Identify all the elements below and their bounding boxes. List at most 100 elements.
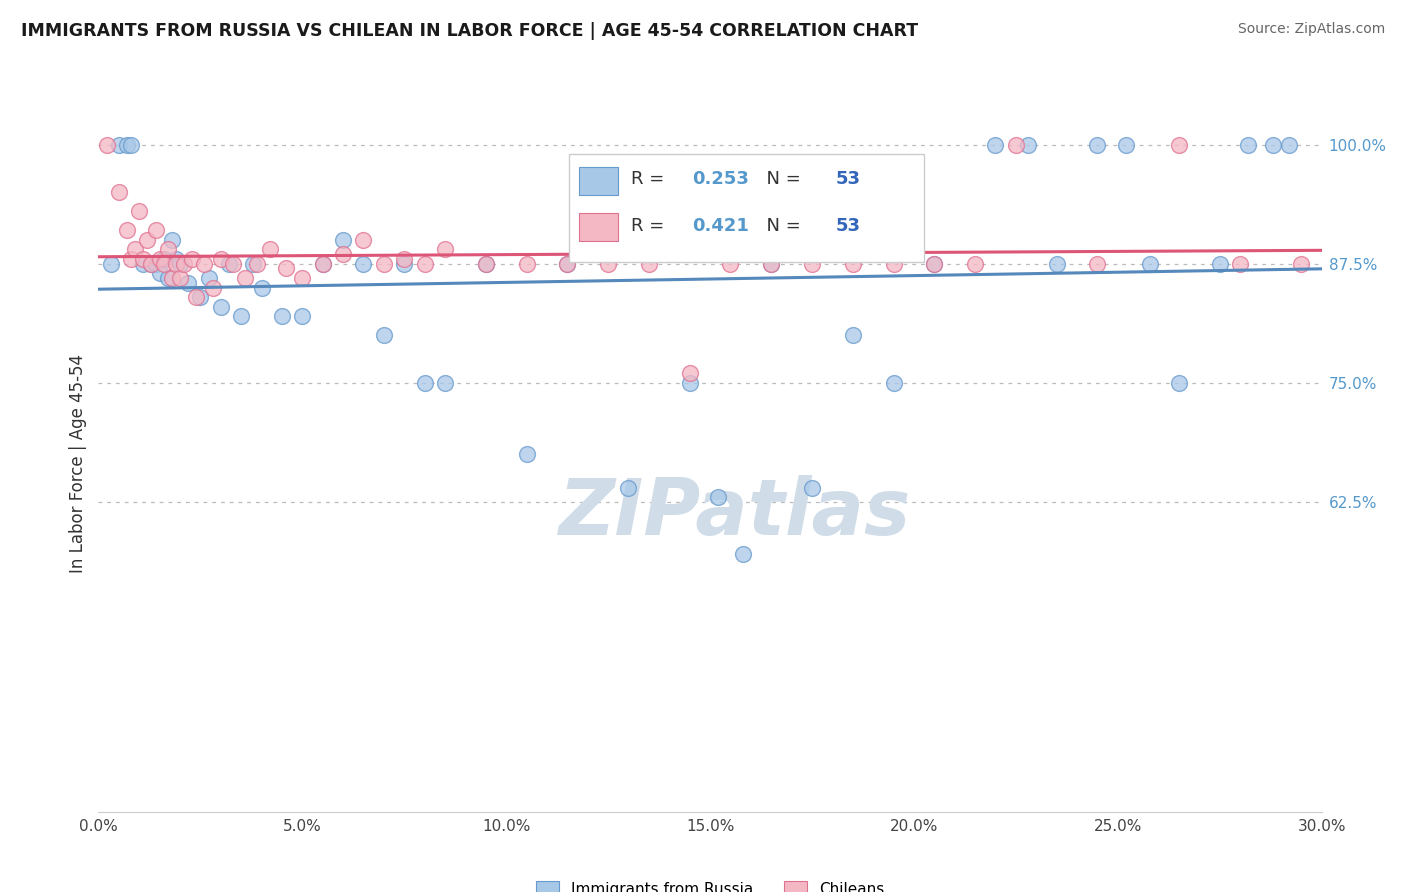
- Point: [173, 257, 195, 271]
- Point: [759, 257, 782, 271]
- Point: [392, 252, 416, 266]
- Point: [707, 490, 730, 504]
- Point: [679, 376, 702, 390]
- Point: [312, 257, 335, 271]
- Point: [617, 481, 640, 495]
- Point: [1017, 137, 1039, 152]
- Point: [201, 280, 224, 294]
- Point: [1139, 257, 1161, 271]
- Point: [149, 252, 172, 266]
- Point: [156, 271, 179, 285]
- Point: [474, 257, 498, 271]
- Point: [679, 366, 702, 380]
- Point: [922, 257, 945, 271]
- Point: [188, 290, 212, 304]
- Point: [474, 257, 498, 271]
- Point: [516, 257, 538, 271]
- Point: [1045, 257, 1069, 271]
- Point: [413, 257, 436, 271]
- Point: [557, 257, 579, 271]
- Point: [149, 266, 172, 280]
- Point: [181, 252, 204, 266]
- Point: [392, 257, 416, 271]
- Point: [1229, 257, 1251, 271]
- Point: [120, 252, 142, 266]
- Point: [108, 185, 131, 199]
- Point: [197, 271, 219, 285]
- Point: [160, 233, 183, 247]
- Text: 0.253: 0.253: [692, 169, 748, 187]
- FancyBboxPatch shape: [579, 167, 619, 194]
- Point: [801, 481, 824, 495]
- Point: [332, 233, 354, 247]
- Point: [841, 328, 863, 343]
- Point: [128, 204, 150, 219]
- Text: Source: ZipAtlas.com: Source: ZipAtlas.com: [1237, 22, 1385, 37]
- Point: [1167, 137, 1189, 152]
- Point: [141, 257, 163, 271]
- Point: [1291, 257, 1313, 271]
- Point: [413, 376, 436, 390]
- Point: [1085, 137, 1108, 152]
- Point: [193, 257, 215, 271]
- Point: [177, 276, 200, 290]
- Point: [883, 257, 905, 271]
- Point: [259, 243, 281, 257]
- Point: [433, 376, 456, 390]
- Point: [312, 257, 335, 271]
- Point: [883, 376, 905, 390]
- Point: [209, 300, 232, 314]
- Point: [115, 223, 138, 237]
- Point: [841, 257, 863, 271]
- Point: [516, 447, 538, 461]
- Point: [1261, 137, 1284, 152]
- Point: [136, 233, 159, 247]
- FancyBboxPatch shape: [579, 213, 619, 241]
- Point: [291, 271, 314, 285]
- Point: [169, 257, 191, 271]
- Point: [759, 257, 782, 271]
- Point: [373, 257, 395, 271]
- Point: [231, 309, 253, 323]
- Point: [132, 252, 155, 266]
- Text: 0.421: 0.421: [692, 217, 748, 235]
- Point: [141, 257, 163, 271]
- Text: R =: R =: [630, 217, 669, 235]
- Point: [222, 257, 245, 271]
- Text: 53: 53: [837, 217, 860, 235]
- Text: R =: R =: [630, 169, 669, 187]
- Legend: Immigrants from Russia, Chileans: Immigrants from Russia, Chileans: [530, 875, 890, 892]
- FancyBboxPatch shape: [569, 154, 924, 262]
- Point: [115, 137, 138, 152]
- Point: [250, 280, 273, 294]
- Point: [132, 257, 155, 271]
- Point: [557, 257, 579, 271]
- Point: [1208, 257, 1232, 271]
- Point: [965, 257, 987, 271]
- Point: [108, 137, 131, 152]
- Point: [1167, 376, 1189, 390]
- Point: [169, 271, 191, 285]
- Point: [1237, 137, 1260, 152]
- Point: [1004, 137, 1026, 152]
- Point: [120, 137, 142, 152]
- Point: [100, 257, 122, 271]
- Text: ZIPatlas: ZIPatlas: [558, 475, 911, 550]
- Point: [433, 243, 456, 257]
- Point: [352, 233, 374, 247]
- Point: [984, 137, 1007, 152]
- Text: IMMIGRANTS FROM RUSSIA VS CHILEAN IN LABOR FORCE | AGE 45-54 CORRELATION CHART: IMMIGRANTS FROM RUSSIA VS CHILEAN IN LAB…: [21, 22, 918, 40]
- Point: [145, 257, 167, 271]
- Point: [801, 257, 824, 271]
- Y-axis label: In Labor Force | Age 45-54: In Labor Force | Age 45-54: [69, 354, 87, 574]
- Point: [124, 243, 146, 257]
- Point: [922, 257, 945, 271]
- Point: [145, 223, 167, 237]
- Point: [152, 257, 174, 271]
- Text: N =: N =: [755, 169, 807, 187]
- Point: [96, 137, 118, 152]
- Point: [720, 257, 742, 271]
- Point: [209, 252, 232, 266]
- Point: [332, 247, 354, 261]
- Point: [638, 257, 661, 271]
